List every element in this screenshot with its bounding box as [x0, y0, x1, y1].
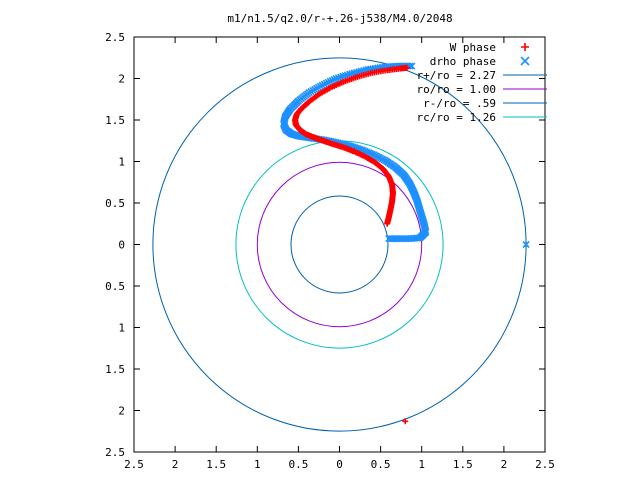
x-tick-label: 0	[336, 458, 343, 471]
series-points	[280, 62, 530, 249]
x-tick-label: 1	[254, 458, 261, 471]
points-layer	[280, 62, 530, 425]
legend-label: r+/ro = 2.27	[417, 69, 496, 82]
radius-circle	[256, 161, 423, 328]
x-marker	[520, 56, 530, 66]
legend-label: r-/ro = .59	[423, 97, 496, 110]
y-tick-label: 2	[118, 73, 125, 86]
legend-swatch	[520, 56, 530, 66]
x-tick-label: 0.5	[288, 458, 308, 471]
plus-marker	[403, 64, 410, 71]
radius-circle	[235, 140, 444, 349]
x-marker	[522, 240, 530, 249]
y-tick-label: 1.5	[105, 363, 125, 376]
x-tick-label: 2	[501, 458, 508, 471]
y-tick-label: 0	[118, 239, 125, 252]
x-tick-label: 2.5	[535, 458, 555, 471]
chart-title: m1/n1.5/q2.0/r-+.26-j538/M4.0/2048	[227, 12, 452, 25]
axis-layer: 2.5 2 1.5 1 0.5 0 0.5 1 1.5 2 2.52.521.510.500.511…	[105, 31, 555, 471]
y-tick-label: 2.5	[105, 446, 125, 459]
x-tick-label: 0.5	[371, 458, 391, 471]
legend-label: rc/ro = 1.26	[417, 111, 496, 124]
x-tick-label: 1	[418, 458, 425, 471]
x-tick-label: 1.5	[453, 458, 473, 471]
series-points	[292, 64, 410, 425]
legend-swatch	[521, 43, 529, 51]
y-tick-label: 2	[118, 405, 125, 418]
y-tick-label: 0.5	[105, 280, 125, 293]
plus-marker	[521, 43, 529, 51]
plus-marker	[402, 418, 409, 425]
x-tick-label: 2.5	[124, 458, 144, 471]
legend-label: W phase	[450, 41, 496, 54]
radius-circle	[290, 195, 389, 294]
x-tick-label: 2	[172, 458, 179, 471]
y-tick-label: 1	[118, 156, 125, 169]
y-tick-label: 1.5	[105, 114, 125, 127]
legend-label: drho phase	[430, 55, 496, 68]
y-tick-label: 1	[118, 322, 125, 335]
legend-label: ro/ro = 1.00	[417, 83, 496, 96]
y-tick-label: 2.5	[105, 31, 125, 44]
x-tick-label: 1.5	[206, 458, 226, 471]
y-tick-label: 0.5	[105, 197, 125, 210]
